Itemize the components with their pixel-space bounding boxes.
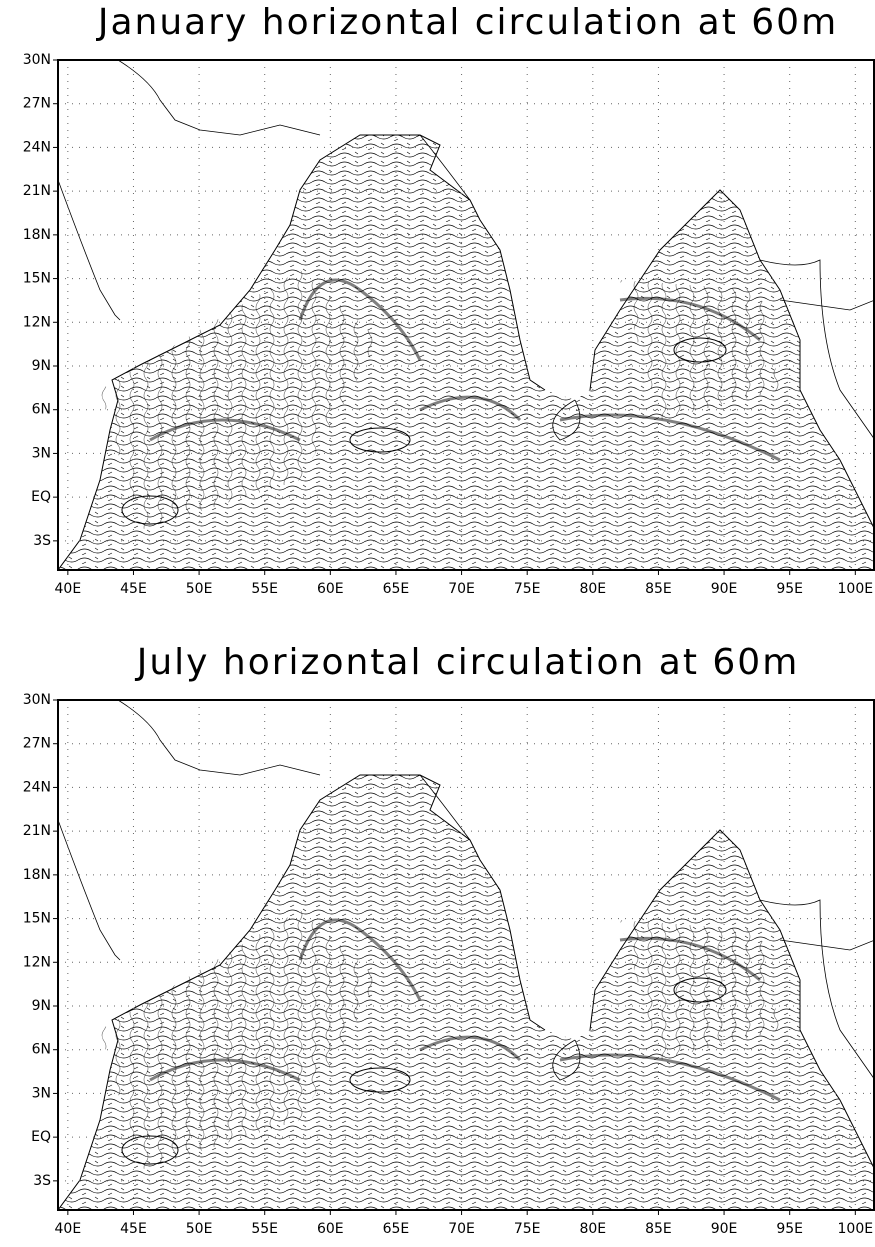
x-tick-label: 85E bbox=[645, 1221, 672, 1237]
x-tick-label: 90E bbox=[711, 1221, 738, 1237]
x-tick-label: 55E bbox=[251, 1221, 278, 1237]
x-tick-label: 60E bbox=[317, 581, 344, 597]
x-tick-label: 80E bbox=[579, 1221, 606, 1237]
y-tick-label: 3S bbox=[33, 1173, 51, 1189]
y-tick-label: 9N bbox=[32, 358, 51, 374]
page: January horizontal circulation at 60m 40E… bbox=[0, 0, 875, 1247]
x-tick-label: 50E bbox=[186, 1221, 213, 1237]
x-tick-label: 80E bbox=[579, 581, 606, 597]
y-tick-label: 15N bbox=[23, 271, 51, 287]
x-tick-label: 65E bbox=[383, 581, 410, 597]
x-tick-label: 95E bbox=[776, 581, 803, 597]
x-tick-label: 100E bbox=[838, 581, 874, 597]
y-tick-label: EQ bbox=[31, 1129, 51, 1145]
chart: January horizontal circulation at 60m 40E… bbox=[0, 0, 875, 1247]
x-tick-label: 85E bbox=[645, 581, 672, 597]
x-tick-label: 75E bbox=[514, 1221, 541, 1237]
y-tick-label: 30N bbox=[23, 692, 51, 708]
streamlines bbox=[58, 700, 875, 1210]
x-tick-label: 90E bbox=[711, 581, 738, 597]
x-tick-label: 95E bbox=[776, 1221, 803, 1237]
y-tick-label: 6N bbox=[32, 1042, 51, 1058]
y-tick-label: EQ bbox=[31, 489, 51, 505]
x-tick-label: 65E bbox=[383, 1221, 410, 1237]
y-tick-label: 3N bbox=[32, 445, 51, 461]
y-tick-label: 27N bbox=[23, 96, 51, 112]
y-tick-label: 27N bbox=[23, 736, 51, 752]
chart-title: July horizontal circulation at 60m bbox=[135, 642, 800, 683]
y-tick-label: 3S bbox=[33, 533, 51, 549]
y-tick-label: 21N bbox=[23, 183, 51, 199]
y-tick-label: 21N bbox=[23, 823, 51, 839]
y-tick-label: 12N bbox=[23, 314, 51, 330]
y-tick-label: 9N bbox=[32, 998, 51, 1014]
x-tick-label: 40E bbox=[55, 1221, 82, 1237]
x-tick-label: 55E bbox=[251, 581, 278, 597]
x-tick-label: 100E bbox=[838, 1221, 874, 1237]
x-tick-label: 45E bbox=[120, 1221, 147, 1237]
chart-title: January horizontal circulation at 60m bbox=[96, 2, 838, 43]
x-tick-label: 70E bbox=[448, 1221, 475, 1237]
y-tick-label: 3N bbox=[32, 1085, 51, 1101]
x-tick-label: 60E bbox=[317, 1221, 344, 1237]
y-tick-label: 24N bbox=[23, 139, 51, 155]
y-tick-label: 15N bbox=[23, 911, 51, 927]
x-tick-label: 40E bbox=[55, 581, 82, 597]
y-tick-label: 6N bbox=[32, 402, 51, 418]
x-tick-label: 45E bbox=[120, 581, 147, 597]
y-tick-label: 12N bbox=[23, 954, 51, 970]
x-tick-label: 70E bbox=[448, 581, 475, 597]
x-tick-label: 75E bbox=[514, 581, 541, 597]
y-tick-label: 18N bbox=[23, 227, 51, 243]
x-tick-label: 50E bbox=[186, 581, 213, 597]
streamlines bbox=[58, 60, 875, 570]
y-tick-label: 24N bbox=[23, 779, 51, 795]
y-tick-label: 30N bbox=[23, 52, 51, 68]
y-tick-label: 18N bbox=[23, 867, 51, 883]
